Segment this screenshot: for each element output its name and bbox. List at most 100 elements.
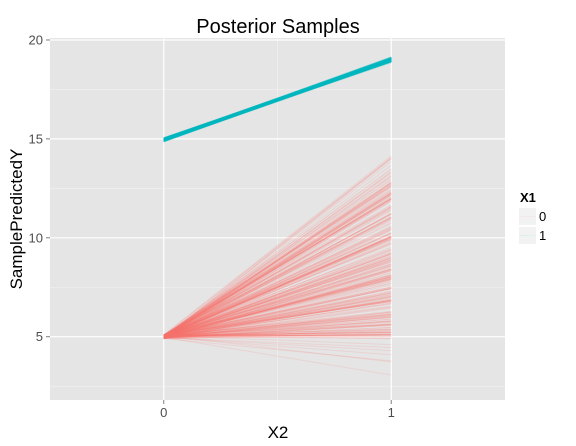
sample-line — [163, 320, 392, 338]
sample-line — [163, 193, 392, 339]
sample-line — [163, 59, 392, 141]
sample-line — [163, 58, 392, 142]
sample-line — [163, 212, 392, 338]
sample-line — [163, 58, 392, 141]
sample-line — [163, 57, 392, 141]
sample-line — [163, 58, 392, 142]
sample-line — [163, 57, 392, 139]
sample-line — [163, 324, 392, 339]
sample-line — [163, 61, 392, 141]
sample-line — [163, 213, 392, 340]
sample-line — [163, 274, 392, 337]
sample-line — [163, 58, 392, 142]
sample-line — [163, 59, 392, 141]
sample-line — [163, 186, 392, 338]
legend-key-0 — [519, 208, 536, 225]
sample-line — [163, 315, 392, 339]
sample-line — [163, 59, 392, 140]
sample-line — [163, 334, 392, 337]
sample-line — [163, 335, 392, 337]
sample-line — [163, 58, 392, 141]
sample-line — [163, 263, 392, 339]
sample-line — [163, 333, 392, 338]
y-tick-label: 5 — [36, 329, 43, 344]
sample-line — [163, 184, 392, 337]
sample-line — [163, 59, 392, 140]
sample-line — [163, 156, 392, 337]
sample-line — [163, 58, 392, 142]
sample-line — [163, 279, 392, 337]
sample-line — [163, 296, 392, 340]
sample-line — [163, 197, 392, 337]
sample-line — [163, 59, 392, 139]
sample-line — [163, 56, 392, 142]
sample-line — [163, 59, 392, 142]
sample-line — [163, 198, 392, 336]
sample-line — [163, 59, 392, 142]
sample-line — [163, 236, 392, 338]
sample-line — [163, 58, 392, 141]
sample-line — [163, 299, 392, 336]
sample-line — [163, 59, 392, 140]
sample-line — [163, 300, 392, 338]
sample-line — [163, 59, 392, 142]
sample-line — [163, 158, 392, 339]
sample-line — [163, 337, 392, 356]
sample-line — [163, 57, 392, 141]
sample-line — [163, 217, 392, 339]
sample-line — [163, 316, 392, 338]
sample-line — [163, 60, 392, 140]
sample-line — [163, 60, 392, 143]
sample-line — [163, 57, 392, 141]
sample-line — [163, 207, 392, 337]
sample-line — [163, 60, 392, 142]
sample-line — [163, 58, 392, 142]
sample-line — [163, 58, 392, 140]
legend-title: X1 — [520, 190, 536, 205]
sample-line — [163, 59, 392, 140]
sample-line — [163, 299, 392, 336]
sample-line — [163, 269, 392, 336]
sample-line — [163, 59, 392, 141]
sample-line — [163, 320, 392, 337]
sample-line — [163, 255, 392, 338]
sample-line — [163, 288, 392, 338]
sample-line — [163, 59, 392, 141]
sample-line — [163, 292, 392, 336]
sample-line — [163, 191, 392, 339]
sample-line — [163, 57, 392, 140]
sample-line — [163, 58, 392, 142]
sample-line — [163, 58, 392, 140]
sample-line — [163, 313, 392, 338]
sample-line — [163, 221, 392, 336]
sample-line — [163, 59, 392, 142]
sample-line — [163, 60, 392, 140]
sample-line — [163, 58, 392, 141]
sample-line — [163, 60, 392, 140]
sample-line — [163, 58, 392, 140]
sample-line — [163, 236, 392, 336]
sample-line — [163, 274, 392, 337]
sample-line — [163, 287, 392, 338]
sample-line — [163, 276, 392, 339]
sample-line — [163, 334, 392, 337]
sample-line — [163, 59, 392, 141]
sample-line — [163, 328, 392, 338]
sample-line — [163, 236, 392, 338]
sample-line — [163, 56, 392, 141]
sample-line — [163, 57, 392, 141]
sample-line — [163, 60, 392, 141]
sample-line — [163, 188, 392, 337]
sample-line — [163, 197, 392, 337]
sample-line — [163, 59, 392, 141]
sample-line — [163, 241, 392, 339]
sample-line — [163, 277, 392, 337]
sample-line — [163, 60, 392, 139]
sample-line — [163, 157, 392, 336]
y-tick-label: 10 — [29, 230, 43, 245]
sample-line — [163, 60, 392, 140]
sample-line — [163, 60, 392, 141]
sample-line — [163, 58, 392, 142]
sample-line — [163, 192, 392, 339]
sample-line — [163, 60, 392, 142]
